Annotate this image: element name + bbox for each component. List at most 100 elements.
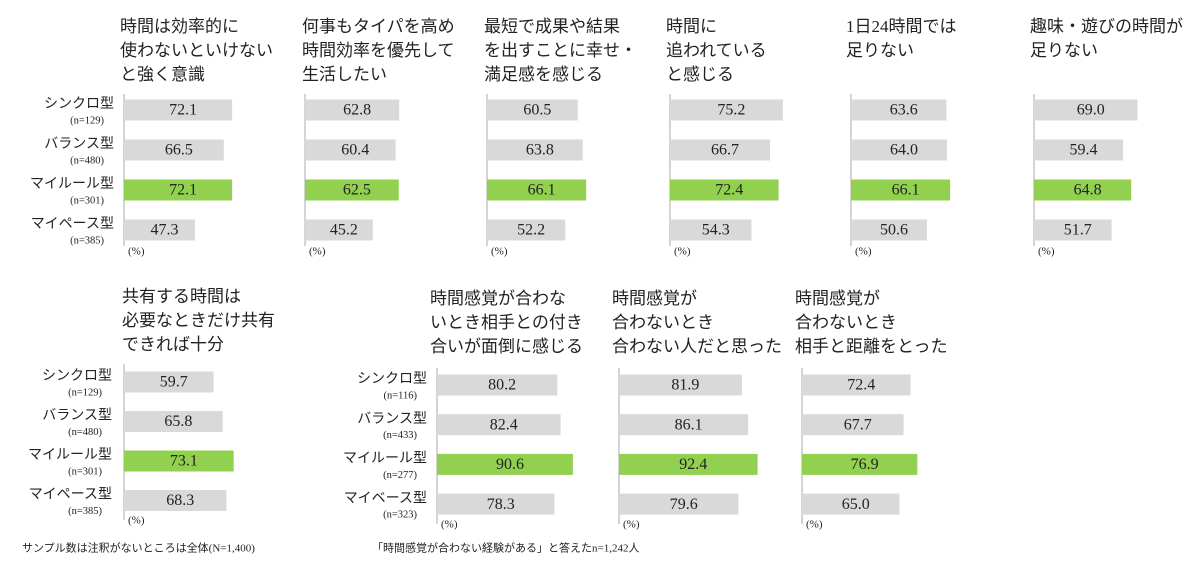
value-label: 66.1 [528, 182, 556, 199]
value-label: 64.0 [890, 142, 918, 159]
value-label: 79.6 [670, 496, 698, 513]
category-label: マイベース型 [344, 490, 427, 506]
value-label: 90.6 [496, 456, 524, 473]
category-label: シンクロ型 [357, 371, 427, 387]
sample-size: (n=129) [68, 387, 102, 398]
value-label: 63.6 [890, 102, 918, 119]
bar [487, 99, 578, 121]
value-label: 66.5 [165, 142, 193, 159]
value-label: 62.5 [343, 182, 371, 199]
category-label: マイルール型 [28, 447, 112, 463]
value-label: 72.4 [847, 377, 875, 394]
bar [487, 139, 583, 161]
sample-size: (n=116) [383, 390, 417, 401]
value-label: 86.1 [675, 416, 703, 433]
chart-title: を出すことに幸せ・ [484, 41, 637, 60]
bar [619, 414, 749, 436]
bar [851, 139, 947, 161]
chart-title: 合わない人だと思った [612, 337, 782, 356]
unit-label: (%) [491, 246, 508, 258]
value-label: 73.1 [170, 453, 198, 470]
bar [802, 453, 918, 475]
bar [305, 99, 400, 121]
category-label: マイペース型 [31, 216, 114, 232]
value-label: 75.2 [717, 102, 745, 119]
category-label: バランス型 [42, 408, 112, 424]
bar [124, 490, 227, 511]
chart-title: 何事もタイパを高め [302, 17, 455, 36]
value-label: 66.7 [711, 142, 739, 159]
unit-label: (%) [623, 519, 640, 531]
chart-title: 足りない [1030, 41, 1098, 60]
bar [487, 179, 587, 201]
bar [802, 374, 911, 396]
chart-title: 時間感覚が [612, 289, 697, 308]
bar [670, 219, 752, 241]
sample-size: (n=433) [383, 430, 417, 441]
bar [124, 371, 214, 393]
value-label: 69.0 [1077, 102, 1105, 119]
value-label: 72.1 [169, 102, 197, 119]
chart-title: 合わないとき [612, 313, 714, 332]
value-label: 76.9 [851, 456, 879, 473]
value-label: 59.4 [1070, 142, 1098, 159]
value-label: 54.3 [702, 222, 730, 239]
chart-title: 時間感覚が [795, 289, 880, 308]
bar [670, 139, 771, 161]
value-label: 47.3 [150, 222, 178, 239]
chart-title: 相手と距離をとった [795, 337, 948, 356]
bar [619, 493, 739, 515]
value-label: 82.4 [490, 416, 518, 433]
bar [1034, 219, 1112, 241]
value-label: 60.5 [523, 102, 551, 119]
value-label: 72.4 [715, 182, 743, 199]
value-label: 52.2 [517, 222, 545, 239]
bar [437, 453, 573, 475]
bar [124, 179, 233, 201]
value-label: 59.7 [160, 374, 188, 391]
value-label: 60.4 [341, 142, 369, 159]
bar [437, 414, 561, 436]
value-label: 68.3 [166, 492, 194, 509]
chart-title: できれば十分 [122, 335, 224, 354]
category-label: バランス型 [357, 411, 427, 427]
value-label: 72.1 [169, 182, 197, 199]
chart-title: 時間は効率的に [120, 17, 239, 36]
bar [124, 411, 223, 432]
unit-label: (%) [441, 519, 458, 531]
unit-label: (%) [806, 519, 823, 531]
bar [670, 179, 779, 201]
bar [487, 219, 566, 241]
unit-label: (%) [309, 246, 326, 258]
chart-title: 生活したい [302, 65, 387, 84]
sample-size: (n=385) [70, 235, 104, 246]
category-label: シンクロ型 [44, 96, 114, 112]
category-label: マイルール型 [343, 451, 427, 467]
bar [124, 450, 234, 472]
footnote: 「時間感覚が合わない経験がある」と答えたn=1,242人 [372, 541, 639, 555]
value-label: 62.8 [343, 102, 371, 119]
bar [437, 374, 558, 396]
bar [851, 219, 927, 241]
chart-title: 時間に [666, 17, 717, 36]
bar [802, 414, 904, 436]
unit-label: (%) [1038, 246, 1055, 258]
unit-label: (%) [128, 515, 145, 527]
value-label: 67.7 [844, 416, 872, 433]
value-label: 51.7 [1064, 222, 1092, 239]
chart-title: 趣味・遊びの時間が [1030, 17, 1183, 36]
bar [124, 219, 195, 241]
bar [124, 139, 224, 161]
value-label: 66.1 [892, 182, 920, 199]
chart-title: 必要なときだけ共有 [122, 311, 275, 330]
chart-title: 時間感覚が合わな [430, 289, 566, 308]
bar [305, 219, 373, 241]
category-label: マイルール型 [30, 176, 114, 192]
value-label: 81.9 [671, 377, 699, 394]
category-label: マイペース型 [29, 487, 112, 503]
chart-title: 合わないとき [795, 313, 897, 332]
value-label: 50.6 [880, 222, 908, 239]
chart-title: いとき相手との付き [430, 313, 583, 332]
value-label: 92.4 [679, 456, 707, 473]
